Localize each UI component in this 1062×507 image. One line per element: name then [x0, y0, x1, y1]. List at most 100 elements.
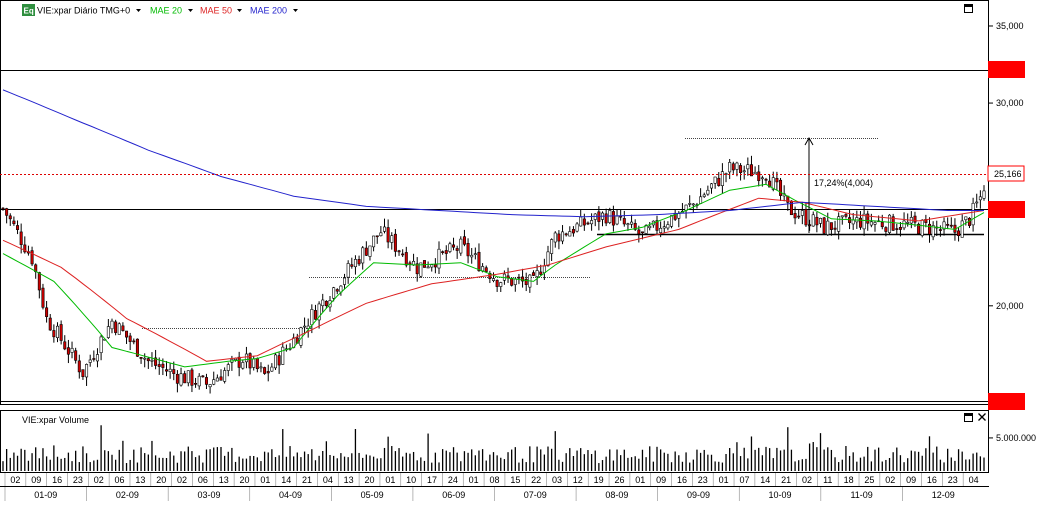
candle-body: [971, 202, 975, 226]
measurement-tool[interactable]: 17,24%(4,004): [804, 136, 873, 233]
mae200-label[interactable]: MAE 200: [250, 6, 287, 16]
candle-body: [466, 242, 470, 257]
candle-body: [95, 354, 99, 362]
candle-body: [869, 221, 873, 226]
candle-body: [448, 243, 452, 252]
candle-body: [757, 171, 761, 181]
candle-body: [317, 303, 321, 321]
candle-body: [619, 215, 623, 218]
candle-body: [779, 179, 783, 196]
date-tick-label: 01: [260, 475, 270, 485]
date-tick-label: 08: [489, 475, 499, 485]
candle-body: [45, 307, 49, 317]
candle-body: [175, 373, 179, 384]
candle-body: [691, 203, 695, 206]
candle-body: [106, 326, 110, 338]
candle-body: [902, 220, 906, 229]
month-tick-label: 02-09: [116, 490, 139, 500]
volume-close-button[interactable]: [978, 413, 986, 421]
date-tick-label: 22: [531, 475, 541, 485]
date-tick-label: 16: [52, 475, 62, 485]
candle-body: [608, 210, 612, 223]
candle-body: [858, 217, 862, 228]
candle-body: [179, 373, 183, 386]
candle-body: [143, 357, 147, 360]
symbol-label[interactable]: VIE:xpar Diário TMG+0: [37, 6, 130, 16]
mae20-dropdown-icon[interactable]: [188, 9, 193, 12]
volume-panel-title: VIE:xpar Volume: [22, 415, 89, 425]
mae200-dropdown-icon[interactable]: [293, 9, 298, 12]
date-tick-label: 01: [469, 475, 479, 485]
equity-badge-icon: [22, 4, 35, 16]
candle-body: [85, 364, 89, 378]
current-price-label: 25,166: [994, 169, 1022, 179]
candle-body: [12, 220, 16, 225]
candle-body: [121, 325, 125, 331]
candle-body: [37, 272, 41, 291]
price-tick-label: 20,000: [996, 301, 1024, 311]
candle-body: [241, 362, 245, 369]
candlestick-series: [1, 155, 986, 394]
candle-body: [135, 338, 139, 357]
candle-body: [110, 320, 114, 330]
candle-body: [368, 245, 372, 257]
candle-body: [441, 251, 445, 253]
mae20-label[interactable]: MAE 20: [150, 6, 182, 16]
candle-body: [255, 358, 259, 370]
candle-body: [125, 330, 129, 338]
candle-body: [975, 201, 979, 204]
candle-body: [168, 368, 172, 372]
candle-body: [313, 310, 317, 320]
candle-body: [590, 220, 594, 225]
mae50-label[interactable]: MAE 50: [200, 6, 232, 16]
candle-body: [513, 278, 517, 285]
candle-body: [281, 346, 285, 365]
candle-body: [829, 222, 833, 230]
candle-body: [473, 253, 477, 255]
mae50-dropdown-icon[interactable]: [237, 9, 242, 12]
candle-body: [74, 350, 78, 361]
candle-body: [299, 327, 303, 346]
candle-body: [274, 354, 277, 369]
volume-maximize-button[interactable]: [964, 413, 973, 422]
candle-body: [172, 369, 176, 374]
candle-body: [197, 375, 201, 387]
candle-body: [266, 371, 270, 374]
candle-body: [379, 232, 383, 237]
price-marker-support: [988, 201, 1025, 218]
candle-body: [753, 171, 757, 175]
candle-body: [404, 252, 408, 266]
candle-body: [346, 263, 350, 278]
date-tick-label: 01: [719, 475, 729, 485]
date-tick-label: 23: [698, 475, 708, 485]
date-tick-label: 04: [969, 475, 979, 485]
candle-body: [749, 164, 753, 177]
price-maximize-button[interactable]: [964, 4, 973, 13]
date-tick-label: 25: [864, 475, 874, 485]
candle-body: [444, 250, 448, 254]
candle-body: [611, 211, 615, 226]
candle-body: [655, 220, 659, 231]
candle-body: [186, 370, 190, 384]
candle-body: [710, 183, 713, 189]
candle-body: [430, 264, 434, 268]
candle-body: [165, 369, 168, 372]
candle-body: [462, 236, 466, 245]
price-tick-label: 30,000: [996, 98, 1024, 108]
candle-body: [742, 170, 746, 173]
candle-body: [699, 196, 703, 204]
support-resistance-lines: [0, 70, 989, 402]
candle-body: [92, 358, 96, 360]
candle-body: [455, 248, 459, 251]
date-tick-label: 09: [31, 475, 41, 485]
candle-body: [201, 375, 205, 378]
date-tick-label: 12: [573, 475, 583, 485]
candle-body: [771, 177, 775, 190]
candle-body: [873, 222, 877, 225]
symbol-dropdown-icon[interactable]: [136, 9, 141, 12]
candle-body: [150, 359, 154, 362]
price-panel-frame: [0, 0, 989, 405]
candle-body: [401, 253, 405, 256]
candle-body: [720, 171, 724, 186]
candle-body: [630, 221, 634, 225]
